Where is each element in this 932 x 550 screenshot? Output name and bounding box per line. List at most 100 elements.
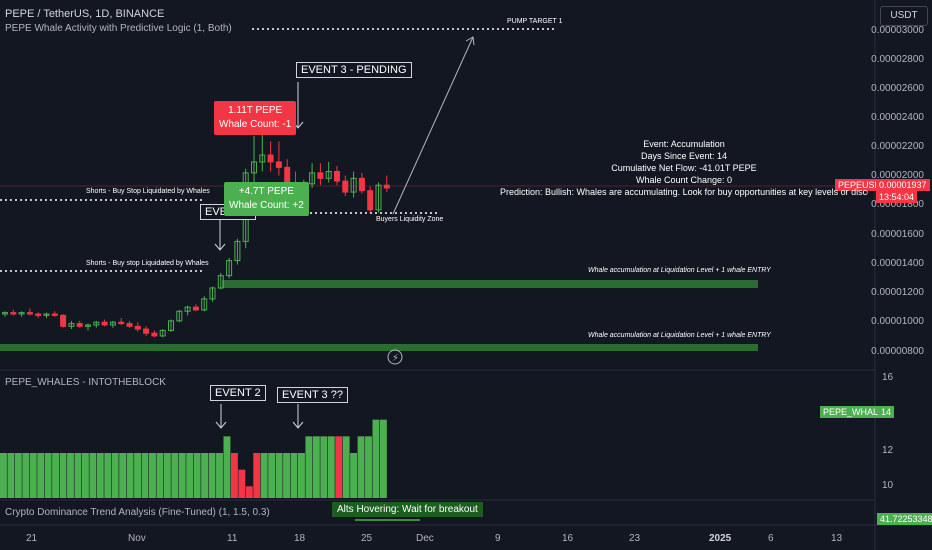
whale-bar[interactable] [37,453,45,498]
candle[interactable] [60,314,67,327]
whale-bar[interactable] [320,436,328,498]
whale-bar[interactable] [22,453,30,498]
candle[interactable] [350,177,357,193]
whale-bar[interactable] [186,453,194,498]
whale-bar[interactable] [96,453,104,498]
whale-bar[interactable] [149,453,156,498]
whale-bar[interactable] [201,453,209,498]
whale-bar[interactable] [89,453,97,498]
candle[interactable] [184,306,191,312]
symbol-title[interactable]: PEPE / TetherUS, 1D, BINANCE [5,8,165,20]
whale-bar[interactable] [178,453,186,498]
candle[interactable] [109,321,116,326]
candle[interactable] [383,184,390,189]
candle[interactable] [76,323,83,327]
whale-bar[interactable] [357,436,365,498]
candle[interactable] [226,260,233,277]
whale-bar[interactable] [126,453,134,498]
candle[interactable] [251,161,257,174]
candle[interactable] [168,320,174,331]
whale-bar[interactable] [119,453,127,498]
whale-bar[interactable] [350,453,358,498]
candle[interactable] [309,172,316,185]
candle[interactable] [275,161,282,168]
whale-bar[interactable] [312,436,320,498]
candle[interactable] [259,154,266,163]
candle[interactable] [126,323,133,327]
candle[interactable] [43,313,50,316]
candle[interactable] [85,324,91,327]
candle[interactable] [35,313,42,316]
whale-bar[interactable] [171,453,179,498]
whale-bar[interactable] [245,486,253,498]
whale-bar[interactable] [81,453,89,498]
candle[interactable] [51,313,58,316]
whale-bar[interactable] [260,453,268,498]
candle[interactable] [334,171,340,182]
candle[interactable] [176,310,183,322]
whale-bar[interactable] [14,453,22,498]
whale-bar[interactable] [283,453,290,498]
whale-bar[interactable] [238,469,246,498]
candle[interactable] [101,321,108,326]
whale-bar[interactable] [372,419,380,498]
indicator-title[interactable]: PEPE Whale Activity with Predictive Logi… [5,23,232,34]
whale-bar[interactable] [7,453,15,498]
candle[interactable] [26,312,33,315]
candle[interactable] [159,329,166,337]
lightning-icon[interactable] [387,349,403,365]
whale-bar[interactable] [67,453,74,498]
candle[interactable] [367,190,374,211]
whale-bar[interactable] [342,436,350,498]
candle[interactable] [217,275,224,289]
whale-bar[interactable] [111,453,119,498]
candle[interactable] [143,328,150,334]
whale-bar[interactable] [305,436,313,498]
whale-bar[interactable] [44,453,52,498]
candle[interactable] [234,240,241,262]
candle[interactable] [68,323,75,327]
candle[interactable] [18,312,25,315]
whale-bar[interactable] [193,453,201,498]
candle[interactable] [342,180,349,193]
whale-bar[interactable] [298,453,305,498]
whale-bar[interactable] [104,453,112,498]
dominance-title[interactable]: Crypto Dominance Trend Analysis (Fine-Tu… [5,507,270,518]
whale-bar[interactable] [230,453,238,498]
candle[interactable] [201,298,208,311]
whale-bar[interactable] [52,453,60,498]
whale-bar[interactable] [74,453,82,498]
candle[interactable] [134,325,141,330]
whale-bar[interactable] [327,436,335,498]
candle[interactable] [118,321,125,325]
candle[interactable] [192,306,199,311]
currency-button[interactable]: USDT [880,6,928,26]
whale-bar[interactable] [379,419,387,498]
whale-bar[interactable] [335,436,343,498]
candle[interactable] [375,184,382,211]
whale-bar[interactable] [134,453,141,498]
whale-bar[interactable] [163,453,171,498]
candle[interactable] [267,154,274,163]
candle[interactable] [93,321,100,326]
whale-bar[interactable] [29,453,37,498]
candle[interactable] [358,177,365,192]
whale-bar[interactable] [223,436,231,498]
whale-bar[interactable] [156,453,164,498]
candle[interactable] [317,172,324,179]
whale-bar[interactable] [141,453,149,498]
whale-bar[interactable] [208,453,216,498]
candle[interactable] [2,312,8,315]
whale-bar[interactable] [216,453,223,498]
whale-bar[interactable] [0,453,7,498]
whale-bar[interactable] [268,453,276,498]
candle[interactable] [151,332,158,337]
whale-bar[interactable] [59,453,67,498]
candle[interactable] [10,312,17,315]
whale-bar[interactable] [253,453,261,498]
candle[interactable] [209,287,216,300]
candle[interactable] [325,171,332,179]
whale-bar[interactable] [365,436,372,498]
whale-bar[interactable] [275,453,283,498]
